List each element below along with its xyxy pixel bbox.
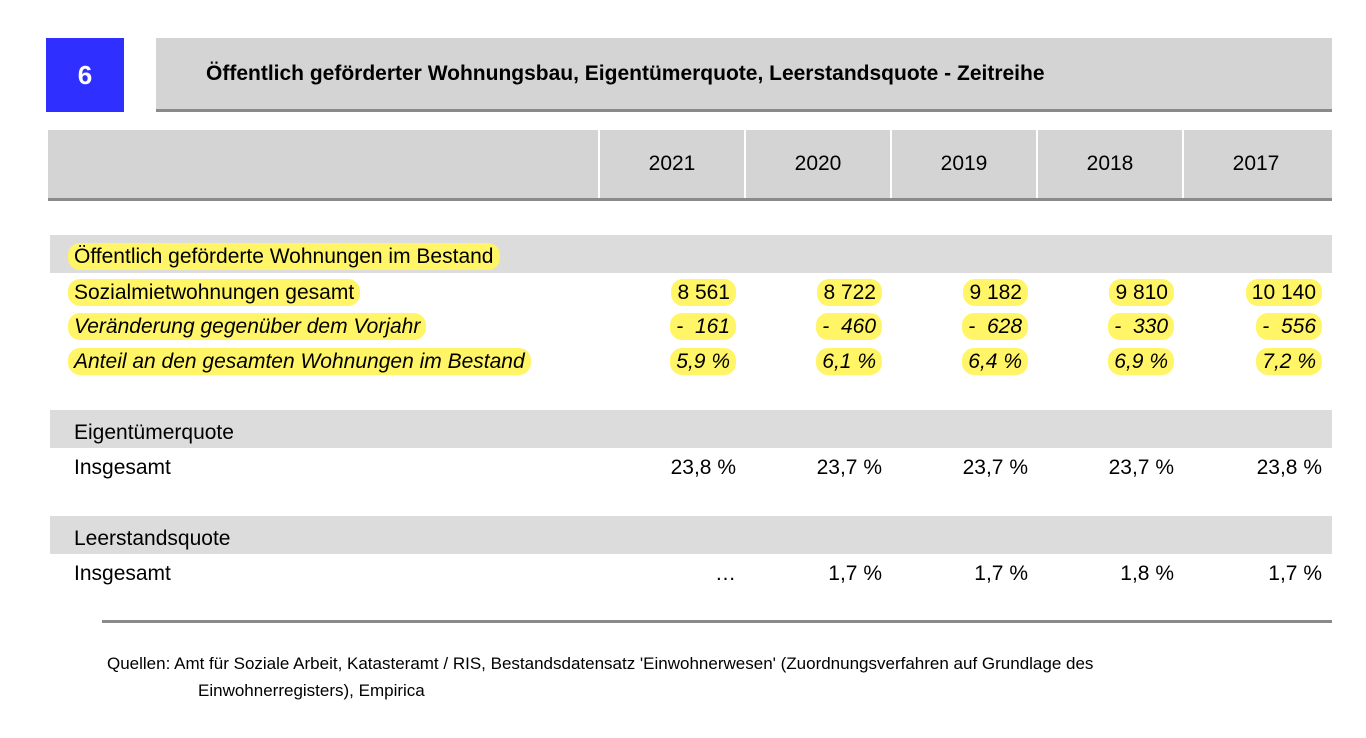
row-label: Anteil an den gesamten Wohnungen im Best…	[68, 348, 531, 375]
source-line-1: Quellen: Amt für Soziale Arbeit, Kataste…	[107, 654, 1094, 673]
table-cell: 1,8 %	[1120, 562, 1174, 585]
table-number-badge: 6	[46, 38, 124, 112]
table-cell: - 460	[816, 313, 882, 340]
table-cell: 23,8 %	[670, 456, 736, 479]
cell-value: - 556	[1256, 313, 1322, 340]
table-cell: 10 140	[1245, 279, 1322, 306]
section-band	[50, 410, 1332, 448]
table-header: 2021 2020 2019 2018 2017	[48, 130, 1332, 201]
cell-value: 10 140	[1245, 279, 1322, 306]
table-cell: 9 182	[963, 279, 1028, 306]
table-cell: 1,7 %	[974, 562, 1028, 585]
table-cell: …	[715, 562, 736, 585]
section-heading: Leerstandsquote	[74, 527, 231, 550]
year-header: 2018	[1036, 130, 1182, 198]
cell-value: 5,9 %	[670, 348, 736, 375]
cell-value: 8 561	[671, 279, 736, 306]
table-cell: 8 561	[671, 279, 736, 306]
section-heading: Öffentlich geförderte Wohnungen im Besta…	[68, 243, 500, 270]
table-cell: - 556	[1256, 313, 1322, 340]
row-label: Insgesamt	[74, 562, 171, 585]
cell-value: 6,9 %	[1108, 348, 1174, 375]
section-heading-text: Öffentlich geförderte Wohnungen im Besta…	[68, 243, 500, 270]
year-header: 2021	[598, 130, 744, 198]
source-line-2: Einwohnerregisters), Empirica	[198, 681, 425, 700]
section-heading: Eigentümerquote	[74, 421, 234, 444]
row-label-text: Veränderung gegenüber dem Vorjahr	[68, 313, 427, 340]
table-cell: 6,4 %	[962, 348, 1028, 375]
table-cell: 8 722	[817, 279, 882, 306]
table-cell: 6,9 %	[1108, 348, 1174, 375]
cell-value: 6,1 %	[816, 348, 882, 375]
year-header: 2019	[890, 130, 1036, 198]
cell-value: - 161	[670, 313, 736, 340]
cell-value: 7,2 %	[1256, 348, 1322, 375]
footer-divider	[102, 620, 1332, 623]
cell-value: - 330	[1108, 313, 1174, 340]
year-header: 2017	[1182, 130, 1328, 198]
table-cell: - 161	[670, 313, 736, 340]
table-title: Öffentlich geförderter Wohnungsbau, Eige…	[156, 38, 1332, 112]
section-band	[50, 516, 1332, 554]
table-cell: 9 810	[1109, 279, 1174, 306]
row-label: Insgesamt	[74, 456, 171, 479]
table-cell: 23,7 %	[1108, 456, 1174, 479]
table-cell: - 628	[962, 313, 1028, 340]
year-header: 2020	[744, 130, 890, 198]
table-cell: 23,7 %	[816, 456, 882, 479]
table-cell: 23,7 %	[962, 456, 1028, 479]
cell-value: 6,4 %	[962, 348, 1028, 375]
table-cell: 7,2 %	[1256, 348, 1322, 375]
table-cell: 23,8 %	[1256, 456, 1322, 479]
table-title-text: Öffentlich geförderter Wohnungsbau, Eige…	[206, 61, 1045, 85]
cell-value: 9 810	[1109, 279, 1174, 306]
source-note: Quellen: Amt für Soziale Arbeit, Kataste…	[107, 650, 1093, 704]
row-label-text: Sozialmietwohnungen gesamt	[68, 279, 361, 306]
cell-value: 8 722	[817, 279, 882, 306]
row-label: Veränderung gegenüber dem Vorjahr	[68, 313, 427, 340]
cell-value: - 460	[816, 313, 882, 340]
table-cell: 5,9 %	[670, 348, 736, 375]
table-cell: 1,7 %	[1268, 562, 1322, 585]
row-label: Sozialmietwohnungen gesamt	[68, 279, 361, 306]
table-cell: - 330	[1108, 313, 1174, 340]
cell-value: - 628	[962, 313, 1028, 340]
row-label-text: Anteil an den gesamten Wohnungen im Best…	[68, 348, 531, 375]
table-cell: 6,1 %	[816, 348, 882, 375]
cell-value: 9 182	[963, 279, 1028, 306]
table-cell: 1,7 %	[828, 562, 882, 585]
